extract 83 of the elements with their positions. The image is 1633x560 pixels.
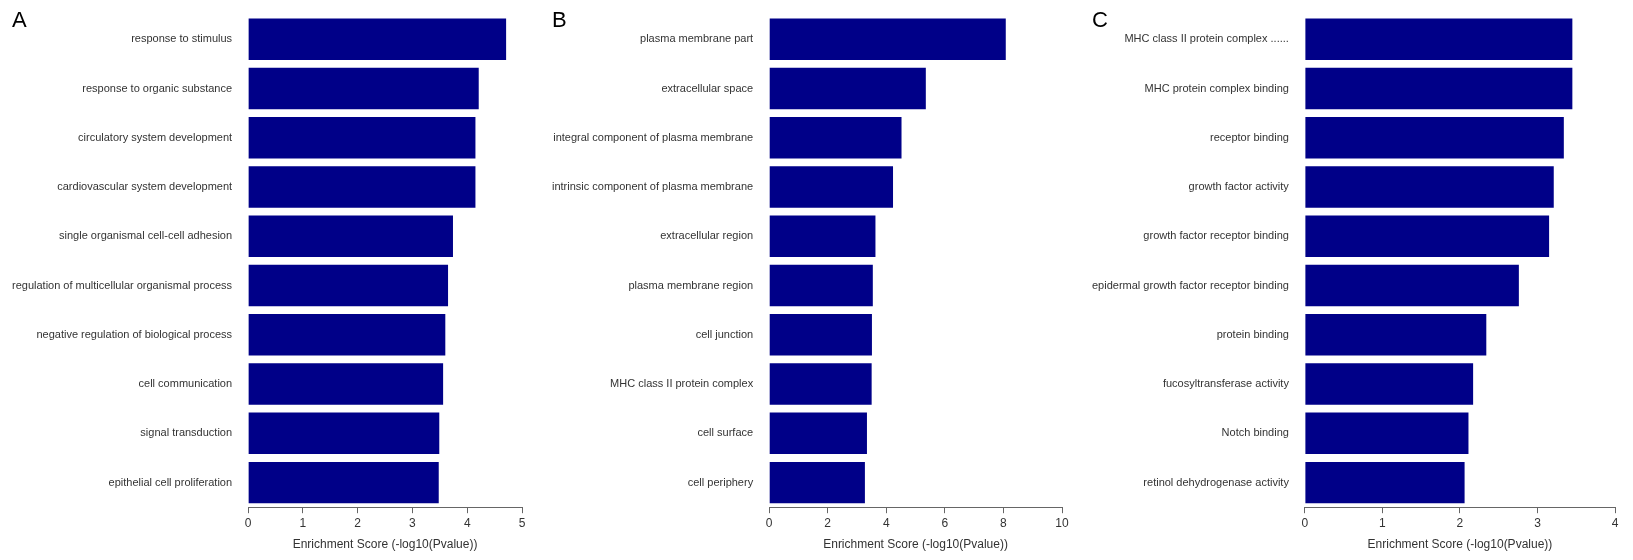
x-tick-label: 1 [299, 515, 307, 530]
bar [769, 117, 902, 159]
x-tick-label: 8 [1000, 515, 1008, 530]
x-tick-label: 4 [1611, 515, 1619, 530]
y-tick-label: negative regulation of biological process [36, 327, 233, 340]
y-tick-label: single organismal cell-cell adhesion [59, 229, 233, 242]
y-tick-label: intrinsic component of plasma membrane [551, 180, 754, 193]
y-tick-label: cell periphery [687, 475, 754, 488]
bar [1305, 18, 1573, 60]
bar [769, 18, 1006, 60]
bar [769, 461, 865, 504]
text: B [552, 7, 567, 33]
bar [1305, 117, 1564, 159]
y-tick-label: plasma membrane region [628, 278, 754, 291]
x-axis-title: Enrichment Score (-log10(Pvalue)) [823, 537, 1008, 552]
y-tick-label: protein binding [1216, 327, 1289, 340]
bar [1305, 363, 1474, 405]
bar [248, 117, 476, 159]
bar [1305, 67, 1573, 110]
bar [248, 18, 507, 60]
text: A [12, 7, 27, 33]
bar [769, 215, 876, 257]
x-tick-label: 10 [1055, 515, 1069, 530]
y-tick-label: epidermal growth factor receptor binding [1091, 278, 1289, 291]
bar [248, 461, 439, 504]
y-tick-label: cell surface [697, 426, 754, 439]
bar [769, 314, 872, 356]
bar [1305, 166, 1554, 208]
x-tick-label: 2 [824, 515, 832, 530]
x-tick-label: 0 [1301, 515, 1309, 530]
x-axis-title: Enrichment Score (-log10(Pvalue)) [292, 537, 478, 552]
x-tick-label: 3 [409, 515, 417, 530]
bar [1305, 412, 1469, 454]
y-tick-label: regulation of multicellular organismal process [11, 278, 233, 291]
text: C [1092, 7, 1108, 33]
bar [248, 166, 476, 208]
y-tick-label: signal transduction [140, 426, 233, 439]
y-tick-label: cardiovascular system development [57, 180, 233, 193]
bar [769, 264, 873, 307]
x-axis-title: Enrichment Score (-log10(Pvalue)) [1367, 537, 1553, 552]
bar [1305, 461, 1465, 504]
y-tick-label: MHC class II protein complex [610, 377, 754, 390]
y-tick-label: extracellular region [660, 229, 754, 242]
y-tick-label: growth factor activity [1188, 180, 1290, 193]
x-tick-label: 6 [941, 515, 949, 530]
x-tick-label: 1 [1379, 515, 1387, 530]
bar [769, 67, 926, 110]
bar [248, 264, 449, 307]
x-tick-label: 4 [882, 515, 890, 530]
y-tick-label: extracellular space [661, 81, 754, 94]
x-tick-label: 4 [463, 515, 471, 530]
y-tick-label: circulatory system development [78, 130, 233, 143]
y-tick-label: cell junction [695, 327, 754, 340]
bar [248, 314, 446, 356]
y-tick-label: growth factor receptor binding [1143, 229, 1289, 242]
y-tick-label: receptor binding [1209, 130, 1289, 143]
x-tick-label: 2 [354, 515, 362, 530]
y-tick-label: epithelial cell proliferation [108, 475, 233, 488]
y-tick-label: fucosyltransferase activity [1162, 377, 1290, 390]
bar [1305, 215, 1550, 257]
bar [1305, 314, 1487, 356]
bar [769, 412, 867, 454]
x-tick-label: 0 [244, 515, 252, 530]
y-tick-label: Notch binding [1221, 426, 1289, 439]
bar [248, 67, 479, 110]
bar [769, 363, 872, 405]
bar [248, 412, 440, 454]
y-tick-label: retinol dehydrogenase activity [1143, 475, 1290, 488]
x-tick-label: 0 [765, 515, 773, 530]
y-tick-label: MHC protein complex binding [1144, 81, 1289, 94]
bar [248, 363, 444, 405]
y-tick-label: response to stimulus [131, 32, 233, 45]
x-tick-label: 5 [518, 515, 526, 530]
y-tick-label: plasma membrane part [640, 32, 754, 45]
bar [769, 166, 894, 208]
y-tick-label: response to organic substance [82, 81, 233, 94]
y-tick-label: integral component of plasma membrane [553, 130, 754, 143]
y-tick-label: MHC class II protein complex ...... [1124, 32, 1289, 45]
x-tick-label: 3 [1534, 515, 1542, 530]
y-tick-label: cell communication [138, 377, 233, 390]
bar [248, 215, 453, 257]
bar [1305, 264, 1519, 307]
x-tick-label: 2 [1456, 515, 1464, 530]
